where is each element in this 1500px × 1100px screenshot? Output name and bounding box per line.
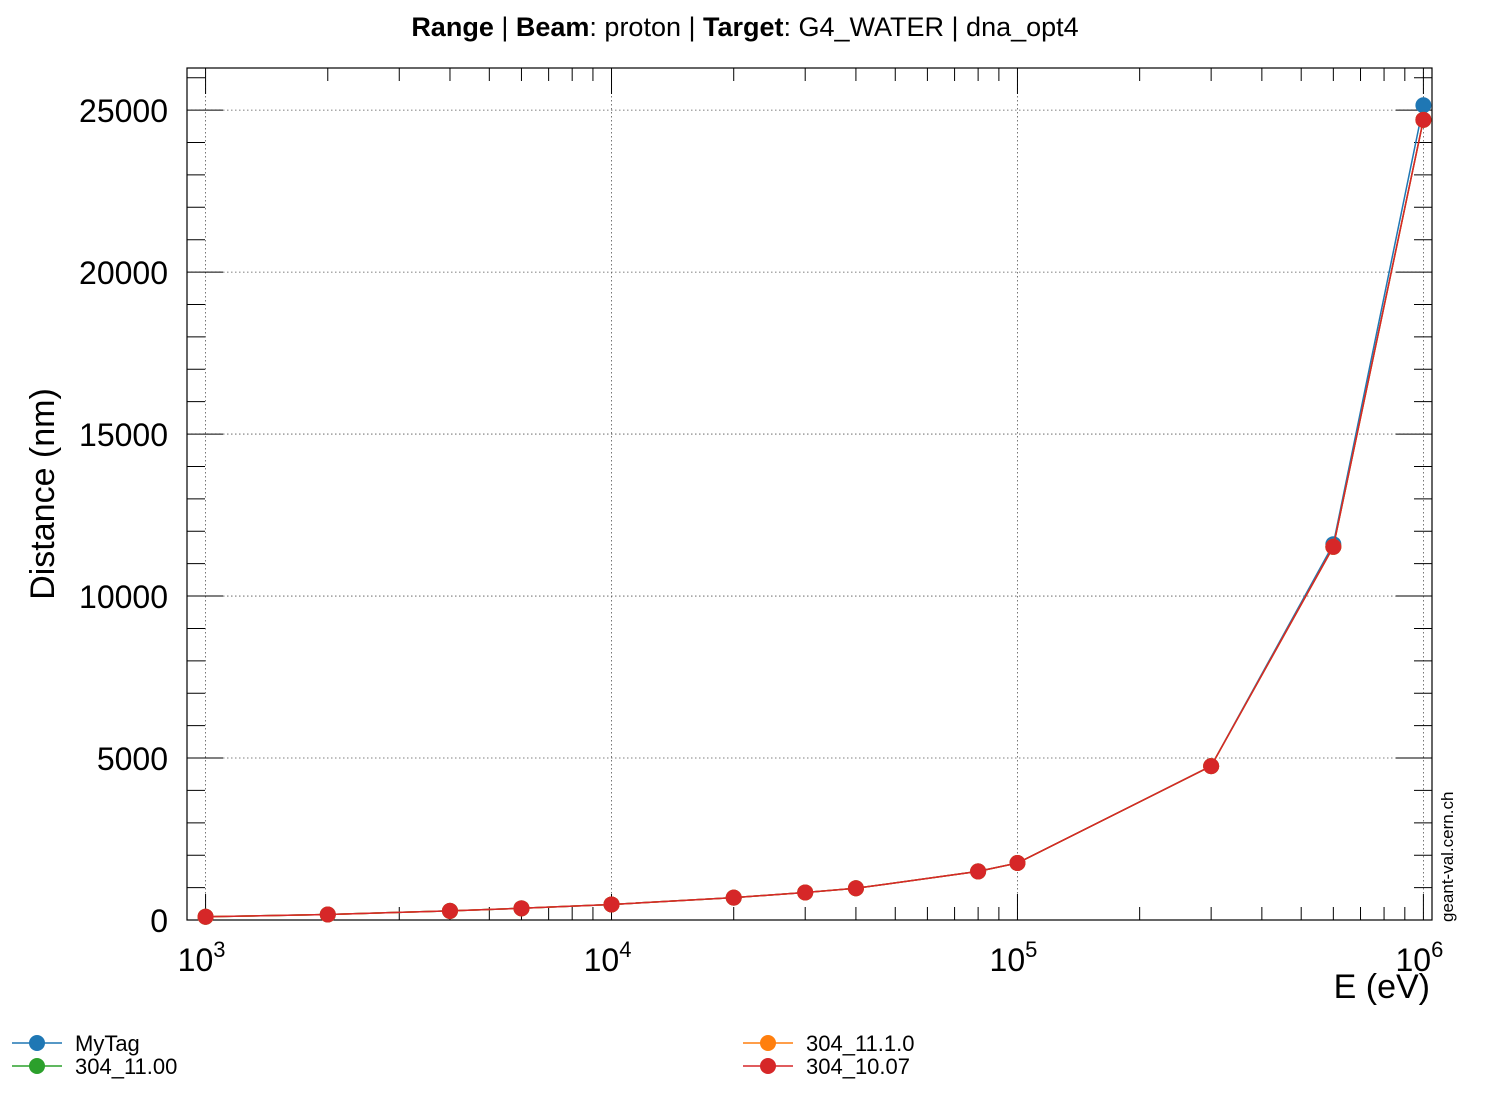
watermark: geant-val.cern.ch bbox=[1438, 792, 1457, 922]
series-304_11.1.0 bbox=[197, 111, 1432, 925]
series-304_11.00 bbox=[197, 111, 1432, 925]
x-axis-title: E (eV) bbox=[1334, 968, 1430, 1006]
x-tick-label: 106 bbox=[1395, 937, 1443, 978]
y-tick-labels: 0 5000 10000 15000 20000 25000 bbox=[79, 93, 168, 939]
legend-label: MyTag bbox=[75, 1031, 140, 1056]
x-tick-label: 105 bbox=[990, 937, 1038, 978]
legend-label: 304_11.1.0 bbox=[806, 1031, 914, 1056]
legend-item: 304_11.1.0 bbox=[743, 1031, 914, 1056]
data-point bbox=[513, 900, 530, 917]
data-point bbox=[1009, 854, 1026, 871]
data-point bbox=[1415, 111, 1432, 128]
data-point bbox=[970, 863, 987, 880]
grid bbox=[187, 68, 1432, 920]
data-point bbox=[797, 884, 814, 901]
legend-item: 304_10.07 bbox=[743, 1054, 910, 1079]
series-line bbox=[205, 119, 1425, 918]
data-point bbox=[197, 908, 214, 925]
y-tick-label: 10000 bbox=[79, 579, 168, 615]
data-point bbox=[1203, 758, 1220, 775]
y-tick-label: 20000 bbox=[79, 255, 168, 291]
plot-frame bbox=[186, 67, 1433, 921]
legend-item: MyTag bbox=[12, 1031, 140, 1056]
data-point bbox=[1415, 97, 1432, 114]
chart-title: Range | Beam: proton | Target: G4_WATER … bbox=[411, 12, 1078, 42]
y-tick-label: 0 bbox=[150, 903, 168, 939]
x-tick-label: 103 bbox=[178, 937, 226, 978]
series-304_10.07 bbox=[197, 111, 1432, 925]
series-line bbox=[205, 119, 1425, 918]
y-axis-title: Distance (nm) bbox=[24, 388, 62, 600]
y-tick-label: 15000 bbox=[79, 417, 168, 453]
y-tick-label: 25000 bbox=[79, 93, 168, 129]
axis-ticks bbox=[186, 68, 1432, 921]
legend-label: 304_11.00 bbox=[75, 1054, 177, 1079]
x-tick-labels: 103 104 105 106 bbox=[178, 937, 1444, 978]
legend-label: 304_10.07 bbox=[806, 1054, 910, 1079]
data-point bbox=[319, 906, 336, 923]
data-point bbox=[1325, 538, 1342, 555]
y-tick-label: 5000 bbox=[97, 741, 168, 777]
series-line bbox=[205, 119, 1425, 918]
x-tick-label: 104 bbox=[584, 937, 632, 978]
data-point bbox=[441, 902, 458, 919]
data-point bbox=[603, 896, 620, 913]
data-point bbox=[847, 880, 864, 897]
legend-marker bbox=[29, 1035, 45, 1051]
series-line bbox=[205, 105, 1425, 918]
legend-marker bbox=[760, 1035, 776, 1051]
legend-marker bbox=[29, 1058, 45, 1074]
data-series bbox=[197, 97, 1432, 925]
data-point bbox=[725, 889, 742, 906]
legend-item: 304_11.00 bbox=[12, 1054, 177, 1079]
series-MyTag bbox=[197, 97, 1432, 925]
legend-marker bbox=[760, 1058, 776, 1074]
